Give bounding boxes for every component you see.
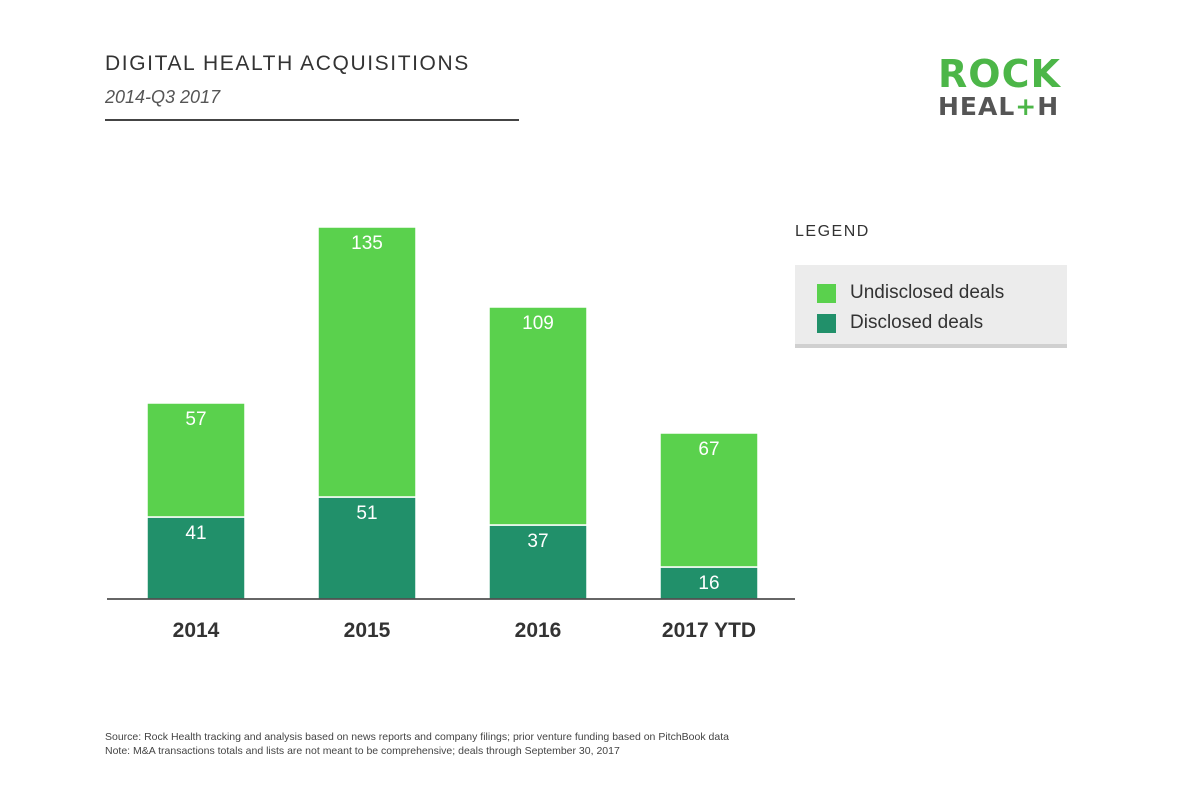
rock-health-logo: ROCK HEAL+H [938, 55, 1068, 119]
chart-title: DIGITAL HEALTH ACQUISITIONS [105, 52, 470, 75]
data-label-disclosed-deals-3: 16 [698, 573, 719, 594]
x-tick-label: 2017 YTD [662, 619, 756, 642]
bar-undisclosed-deals-1 [317, 226, 417, 498]
footnote-source: Source: Rock Health tracking and analysi… [105, 731, 729, 743]
logo-text-heal: HEAL [938, 92, 1016, 121]
logo-text-h: H [1037, 92, 1060, 121]
x-tick-label: 2015 [344, 619, 391, 642]
data-label-undisclosed-deals-3: 67 [698, 439, 719, 460]
bar-disclosed-deals-0 [146, 516, 246, 600]
data-label-disclosed-deals-1: 51 [356, 503, 377, 524]
x-tick-label: 2016 [515, 619, 562, 642]
data-label-undisclosed-deals-2: 109 [522, 313, 554, 334]
bar-disclosed-deals-2 [488, 524, 588, 600]
x-tick-label: 2014 [173, 619, 220, 642]
bar-disclosed-deals-1 [317, 496, 417, 600]
legend-label-undisclosed: Undisclosed deals [850, 282, 1005, 303]
legend-label-disclosed: Disclosed deals [850, 312, 984, 333]
legend-item-undisclosed: Undisclosed deals [817, 282, 1004, 304]
legend-box: Undisclosed deals Disclosed deals [795, 265, 1067, 348]
bar-undisclosed-deals-0 [146, 402, 246, 518]
data-label-disclosed-deals-0: 41 [185, 523, 206, 544]
data-label-disclosed-deals-2: 37 [527, 531, 548, 552]
title-divider [105, 119, 519, 121]
logo-line-2: HEAL+H [938, 94, 1068, 119]
footnote-note: Note: M&A transactions totals and lists … [105, 745, 620, 757]
chart-subtitle: 2014-Q3 2017 [105, 87, 221, 107]
bar-undisclosed-deals-3 [659, 432, 759, 568]
stacked-bar-chart: 41 57 2014 51 135 2015 37 109 2016 16 67 2017 YTD [107, 226, 795, 642]
legend-item-disclosed: Disclosed deals [817, 312, 983, 334]
legend-title: LEGEND [795, 223, 870, 240]
logo-line-1: ROCK [938, 52, 1061, 96]
legend-swatch-undisclosed [817, 283, 836, 303]
data-label-undisclosed-deals-1: 135 [351, 233, 383, 254]
data-label-undisclosed-deals-0: 57 [185, 409, 206, 430]
logo-plus-icon: + [1015, 92, 1038, 121]
legend-swatch-disclosed [817, 313, 836, 333]
bar-undisclosed-deals-2 [488, 306, 588, 526]
